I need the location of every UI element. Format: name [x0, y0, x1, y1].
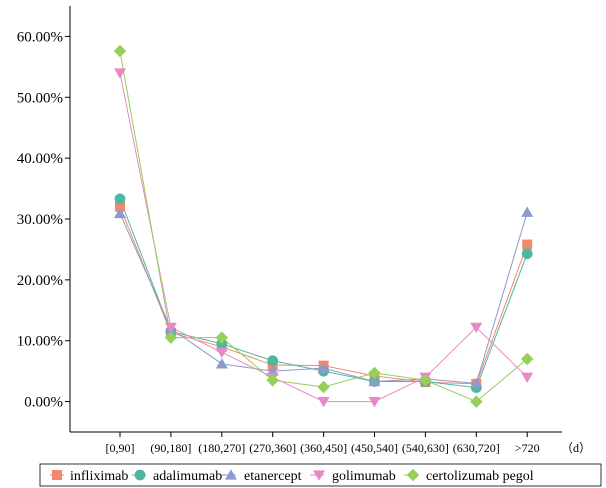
- legend-label-certolizumab-pegol: certolizumab pegol: [426, 469, 534, 484]
- data-point-infliximab: [522, 239, 533, 250]
- data-point-golimumab: [215, 347, 228, 359]
- series-markers: [113, 44, 534, 408]
- y-tick-label: 10.00%: [17, 334, 63, 350]
- legend-marker-adalimumab: [134, 469, 146, 481]
- x-tick-label: (450,540]: [351, 441, 398, 455]
- legend-label-adalimumab: adalimumab: [153, 469, 222, 484]
- x-tick-label: (630,720]: [453, 441, 500, 455]
- x-tick-label: (540,630]: [402, 441, 449, 455]
- data-point-adalimumab: [521, 248, 533, 260]
- y-tick-label: 30.00%: [17, 212, 63, 228]
- legend-label-golimumab: golimumab: [332, 469, 396, 484]
- x-tick-label: (360,450]: [300, 441, 347, 455]
- data-point-certolizumab-pegol: [113, 44, 127, 58]
- data-point-golimumab: [164, 322, 177, 334]
- series-line-certolizumab-pegol: [119, 50, 528, 403]
- data-point-certolizumab-pegol: [520, 352, 534, 366]
- axes: 0.00% 10.00% 20.00% 30.00% 40.00% 50.00% 60.00…: [17, 6, 591, 455]
- legend-label-infliximab: infliximab: [70, 469, 128, 484]
- series-line-adalimumab: [119, 198, 528, 389]
- data-point-etanercept: [215, 358, 228, 369]
- x-tick-label: (270,360]: [249, 441, 296, 455]
- data-point-etanercept: [470, 377, 483, 388]
- x-tick-label: [0,90]: [106, 441, 135, 455]
- data-point-certolizumab-pegol: [368, 366, 381, 380]
- y-tick-label: 50.00%: [17, 90, 63, 106]
- x-axis-label: （d）: [561, 441, 591, 455]
- data-point-golimumab: [521, 372, 534, 383]
- legend-marker-etanercept: [225, 469, 237, 480]
- data-point-etanercept: [317, 362, 330, 373]
- data-point-infliximab: [115, 201, 125, 212]
- data-point-etanercept: [114, 207, 126, 219]
- y-tick-label: 0.00%: [24, 395, 63, 411]
- x-tick-label: (180,270]: [198, 441, 245, 455]
- data-point-golimumab: [368, 396, 381, 408]
- y-tick-label: 40.00%: [17, 151, 63, 167]
- data-point-certolizumab-pegol: [470, 395, 483, 408]
- x-tick-label: (90,180]: [150, 441, 191, 455]
- y-tick-label: 60.00%: [17, 29, 63, 45]
- series-line-infliximab: [119, 206, 528, 385]
- data-point-certolizumab-pegol: [419, 374, 432, 387]
- data-point-adalimumab: [114, 193, 126, 205]
- data-point-adalimumab: [267, 355, 279, 367]
- series-line-golimumab: [119, 72, 528, 403]
- data-point-certolizumab-pegol: [164, 331, 178, 344]
- data-point-etanercept: [368, 375, 381, 387]
- series-line-etanercept: [119, 212, 528, 384]
- legend-marker-infliximab: [52, 470, 62, 480]
- y-tick-label: 20.00%: [17, 273, 63, 289]
- x-tick-label: >720: [515, 441, 540, 455]
- legend-label-etanercept: etanercept: [244, 469, 302, 484]
- data-point-certolizumab-pegol: [266, 374, 279, 387]
- series-lines: [119, 50, 528, 403]
- data-point-etanercept: [521, 206, 534, 217]
- legend-marker-certolizumab-pegol: [406, 468, 420, 482]
- legend: infliximab adalimumab etanercept golimumab c…: [39, 463, 602, 487]
- data-point-golimumab: [114, 68, 126, 79]
- data-point-certolizumab-pegol: [215, 331, 229, 344]
- data-point-golimumab: [317, 396, 330, 408]
- legend-marker-golimumab: [313, 470, 325, 481]
- data-point-certolizumab-pegol: [317, 380, 330, 394]
- data-point-golimumab: [470, 322, 483, 334]
